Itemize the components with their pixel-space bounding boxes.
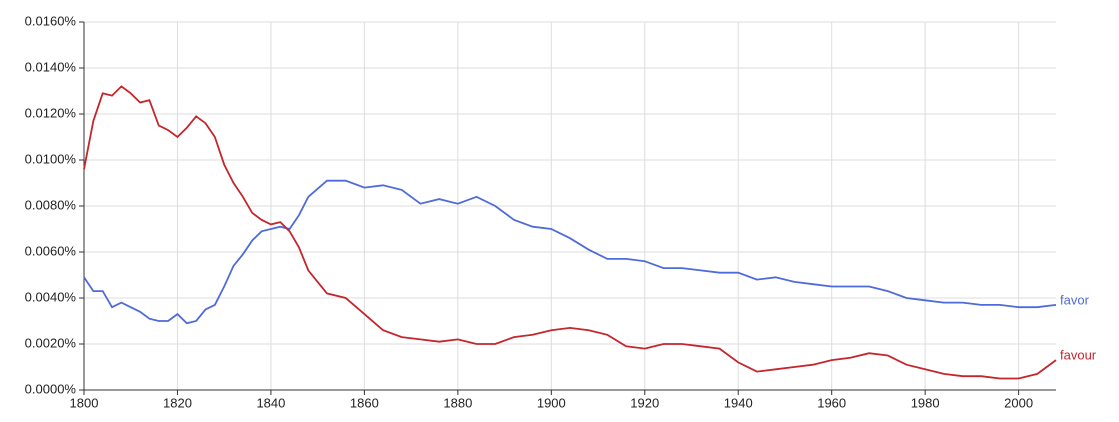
x-tick-label: 1800 <box>70 395 99 410</box>
x-tick-label: 1900 <box>537 395 566 410</box>
y-tick-label: 0.0020% <box>25 335 77 350</box>
x-tick-label: 1820 <box>163 395 192 410</box>
x-tick-label: 1940 <box>724 395 753 410</box>
y-tick-label: 0.0120% <box>25 105 77 120</box>
y-tick-label: 0.0000% <box>25 381 77 396</box>
y-tick-label: 0.0160% <box>25 13 77 28</box>
y-tick-label: 0.0080% <box>25 197 77 212</box>
y-tick-label: 0.0040% <box>25 289 77 304</box>
series-label: favour <box>1060 348 1097 363</box>
x-tick-label: 2000 <box>1004 395 1033 410</box>
y-tick-label: 0.0100% <box>25 151 77 166</box>
series-line <box>83 85 1057 380</box>
x-tick-label: 1960 <box>817 395 846 410</box>
series-label: favor <box>1060 292 1090 307</box>
x-tick-label: 1880 <box>443 395 472 410</box>
x-tick-label: 1920 <box>630 395 659 410</box>
x-tick-label: 1980 <box>911 395 940 410</box>
series-line <box>83 179 1057 325</box>
x-tick-label: 1860 <box>350 395 379 410</box>
y-tick-label: 0.0060% <box>25 243 77 258</box>
y-tick-label: 0.0140% <box>25 59 77 74</box>
x-tick-label: 1840 <box>256 395 285 410</box>
